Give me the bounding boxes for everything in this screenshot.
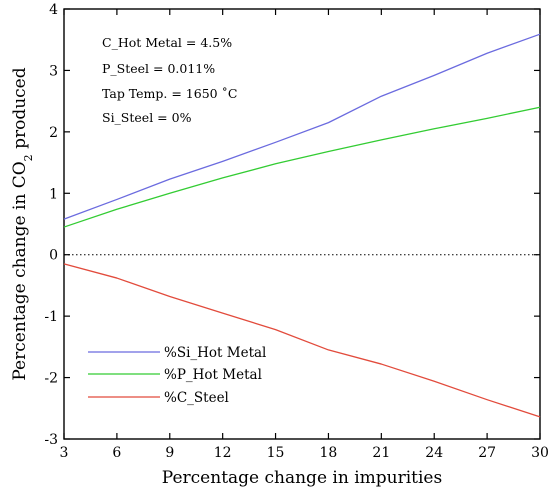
annotation-c-hot-metal: C_Hot Metal = 4.5% [102, 35, 232, 50]
x-tick-label: 3 [60, 445, 69, 461]
legend: %Si_Hot Metal %P_Hot Metal %C_Steel [88, 345, 266, 406]
y-axis-title-prefix: Percentage change in CO [10, 161, 30, 380]
series-line-si-hot-metal [63, 33, 541, 220]
y-axis-title-subscript: 2 [22, 154, 35, 161]
y-tick-label: 4 [49, 2, 58, 18]
annotation-si-steel: Si_Steel = 0% [102, 110, 192, 125]
x-tick-label: 18 [320, 445, 338, 461]
series-lines [63, 33, 541, 418]
x-tick-label: 9 [165, 445, 174, 461]
y-tick-label: 2 [49, 125, 58, 141]
x-tick-label: 24 [425, 445, 443, 461]
x-tick-label: 27 [478, 445, 496, 461]
y-axis-title: Percentage change in CO2 produced [10, 67, 35, 380]
x-tick-label: 6 [112, 445, 121, 461]
annotation-tap-temp: Tap Temp. = 1650 ˚C [102, 86, 237, 101]
annotation-block: C_Hot Metal = 4.5% P_Steel = 0.011% Tap … [102, 35, 237, 125]
y-tick-label: 0 [49, 248, 58, 264]
x-tick-label: 12 [214, 445, 232, 461]
y-tick-label: -1 [44, 309, 58, 325]
y-tick-label: 1 [49, 186, 58, 202]
y-tick-label: -3 [44, 432, 58, 448]
plot-area-frame [63, 8, 541, 440]
annotation-p-steel: P_Steel = 0.011% [102, 61, 215, 76]
x-axis-title: Percentage change in impurities [162, 468, 442, 488]
legend-label-p-hot-metal: %P_Hot Metal [164, 367, 262, 383]
legend-label-si-hot-metal: %Si_Hot Metal [164, 345, 266, 361]
y-tick-label: 3 [49, 63, 58, 79]
y-axis-title-suffix: produced [10, 67, 30, 154]
x-tick-label: 21 [372, 445, 390, 461]
y-tick-label: -2 [44, 371, 58, 387]
series-line-p-hot-metal [63, 106, 541, 228]
series-line-c-steel [63, 263, 541, 418]
x-tick-label: 30 [531, 445, 549, 461]
x-tick-label: 15 [267, 445, 285, 461]
legend-label-c-steel: %C_Steel [164, 390, 229, 406]
